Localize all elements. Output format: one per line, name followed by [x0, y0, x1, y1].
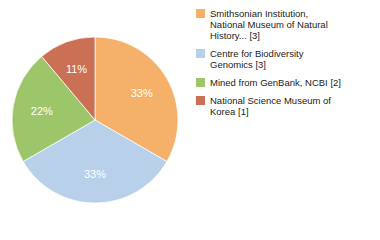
legend: Smithsonian Institution,National Museum … — [196, 8, 341, 117]
legend-swatch — [196, 9, 205, 18]
legend-label-line: National Science Museum of — [210, 95, 331, 106]
legend-label-line: Korea [1] — [210, 106, 249, 117]
legend-label-line: History... [3] — [210, 30, 260, 41]
legend-label: Smithsonian Institution,National Museum … — [210, 8, 328, 41]
legend-swatch — [196, 78, 205, 87]
data-label: 33% — [131, 87, 153, 99]
legend-label-line: Centre for Biodiversity — [210, 48, 304, 59]
legend-label-line: National Museum of Natural — [210, 19, 328, 30]
legend-label: Mined from GenBank, NCBI [2] — [210, 77, 341, 88]
pie-slice — [12, 56, 95, 161]
data-labels: 33% 33% 22% 11% — [31, 63, 153, 180]
legend-label-line: Smithsonian Institution, — [210, 8, 308, 19]
legend-item: Mined from GenBank, NCBI [2] — [196, 77, 341, 88]
data-label: 11% — [66, 63, 87, 75]
data-label: 33% — [84, 168, 106, 180]
legend-item: Centre for BiodiversityGenomics [3] — [196, 48, 304, 70]
legend-swatch — [196, 96, 205, 105]
pie — [12, 37, 178, 203]
data-label: 22% — [31, 105, 53, 117]
legend-label-line: Mined from GenBank, NCBI [2] — [210, 77, 341, 88]
legend-label: National Science Museum ofKorea [1] — [210, 95, 331, 117]
legend-swatch — [196, 49, 205, 58]
legend-item: National Science Museum ofKorea [1] — [196, 95, 331, 117]
legend-label-line: Genomics [3] — [210, 59, 266, 70]
legend-label: Centre for BiodiversityGenomics [3] — [210, 48, 304, 70]
chart: 33%33%22%11%Smithsonian Institution,Nati… — [0, 0, 380, 240]
legend-item: Smithsonian Institution,National Museum … — [196, 8, 328, 41]
